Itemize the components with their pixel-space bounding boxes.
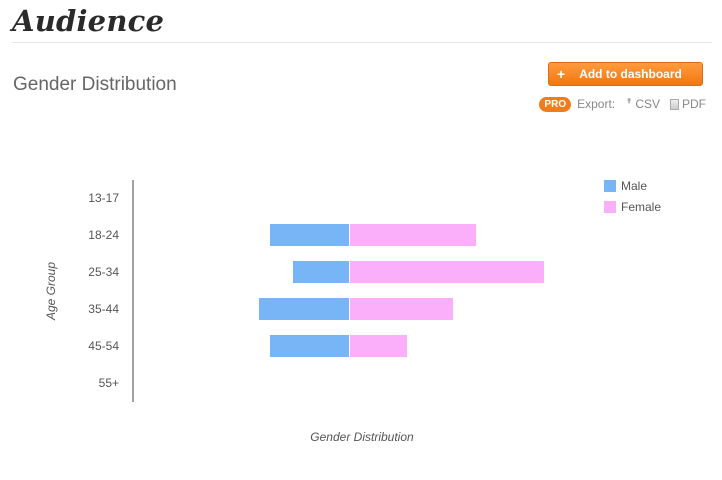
pdf-label: PDF (682, 97, 706, 111)
plus-icon: + (557, 66, 566, 82)
legend-label: Male (621, 179, 647, 193)
legend-swatch (604, 180, 616, 192)
export-label: Export: (577, 97, 616, 111)
pdf-icon (670, 98, 679, 110)
add-to-dashboard-label: Add to dashboard (579, 67, 682, 81)
x-axis-label: Gender Distribution (310, 430, 414, 444)
female-bar (350, 298, 453, 320)
male-bar (259, 298, 349, 320)
export-csv-link[interactable]: ❜ CSV (627, 96, 660, 112)
male-bar (270, 335, 349, 357)
export-pdf-link[interactable]: PDF (670, 97, 706, 111)
section-title: Gender Distribution (13, 74, 177, 95)
male-bar (293, 261, 349, 283)
export-bar: PRO Export: ❜ CSV PDF (539, 96, 706, 112)
female-bar (350, 335, 407, 357)
female-bar (350, 261, 544, 283)
gender-distribution-chart: Age Group Gender Distribution 13-17 18-24 25… (44, 179, 661, 444)
legend-label: Female (621, 200, 661, 214)
y-tick-label: 13-17 (88, 191, 119, 205)
page-title: Audience (12, 4, 165, 38)
male-bar (270, 224, 349, 246)
y-tick-label: 35-44 (88, 302, 119, 316)
add-to-dashboard-button[interactable]: + Add to dashboard (548, 62, 703, 86)
legend-swatch (604, 201, 616, 213)
csv-icon: ❜ (627, 96, 632, 111)
y-tick-label: 18-24 (88, 228, 119, 242)
y-tick-label: 25-34 (88, 265, 119, 279)
y-tick-label: 55+ (99, 376, 119, 390)
title-divider (12, 42, 712, 43)
pro-badge: PRO (539, 96, 572, 112)
y-tick-label: 45-54 (88, 339, 119, 353)
csv-label: CSV (635, 97, 660, 111)
y-axis-label: Age Group (44, 262, 58, 321)
female-bar (350, 224, 476, 246)
